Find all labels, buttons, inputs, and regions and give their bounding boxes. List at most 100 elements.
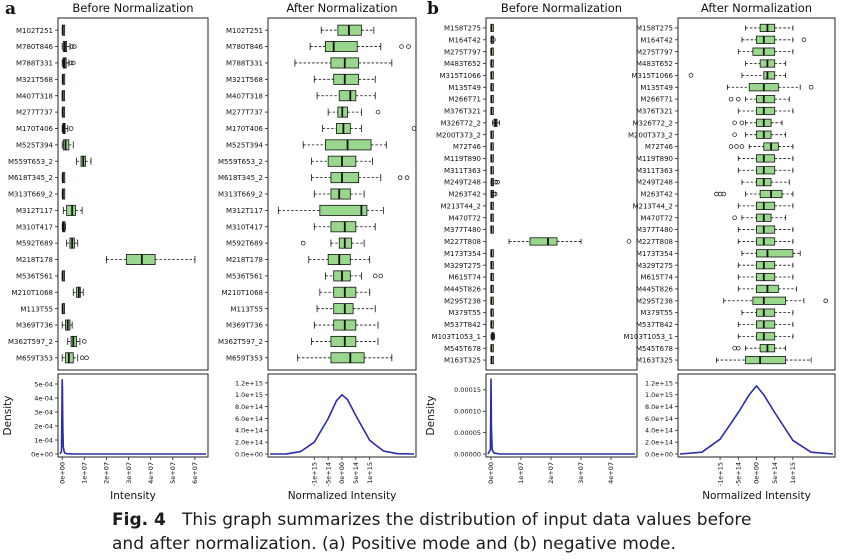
y-tick-label: M483T652 [444, 60, 481, 68]
density-x-tick-label: 2e+07 [547, 462, 555, 484]
y-tick-label: M113T55 [20, 305, 53, 313]
box-iqr [756, 237, 776, 246]
box-iqr [529, 237, 558, 246]
outlier-point [736, 345, 741, 351]
density-x-tick-label: 4e+07 [147, 462, 155, 484]
density-y-tick-label: 2e-04 [34, 422, 53, 430]
outlier-point [732, 120, 737, 126]
outlier-point [372, 273, 378, 279]
y-tick-label: M445T826 [444, 285, 482, 293]
box-M407T318: M407T318 [16, 90, 66, 102]
box-M536T561: M536T561 [226, 270, 384, 282]
y-tick-label: M249T248 [444, 179, 481, 187]
density-curve [679, 385, 834, 455]
box-M163T325: M163T325 [444, 355, 494, 365]
density-x-tick-label: 1e+15 [789, 462, 797, 484]
box-iqr [330, 221, 357, 233]
box-iqr [756, 201, 776, 210]
y-tick-label: M321T568 [226, 76, 263, 84]
box-iqr [756, 249, 794, 258]
density-y-tick-label: 3e-04 [34, 408, 53, 416]
density-frame [267, 373, 417, 458]
box-M618T345_2: M618T345_2 [218, 172, 410, 184]
y-tick-label: M407T318 [16, 92, 53, 100]
y-tick-label: M470T72 [640, 214, 673, 222]
outlier-point [84, 355, 89, 361]
y-tick-label: M559T653_2 [218, 158, 263, 166]
density-y-tick-label: 0.00015 [454, 386, 481, 394]
y-tick-label: M312T117 [226, 207, 263, 215]
density-y-tick-label: 8.0e+14 [235, 403, 263, 411]
boxplot-frame [485, 17, 638, 371]
outlier-point [375, 109, 381, 115]
density-x-tick-label: 1e+15 [366, 462, 374, 484]
box-M170T406: M170T406 [16, 122, 74, 134]
y-tick-label: M312T117 [16, 207, 53, 215]
outlier-point [728, 96, 734, 102]
box-M277T737: M277T737 [226, 106, 381, 118]
box-M362T597_2: M362T597_2 [218, 335, 379, 347]
box-M536T561: M536T561 [16, 270, 66, 282]
box-M164T42: M164T42 [640, 35, 807, 44]
density-y-tick-label: 0.0e+00 [645, 450, 673, 458]
density-x-tick-label: 3e+07 [577, 462, 585, 484]
box-M163T325: M163T325 [636, 355, 812, 365]
box-M119T890: M119T890 [636, 154, 794, 163]
y-tick-label: M227T808 [444, 238, 481, 246]
y-tick-label: M525T394 [16, 141, 54, 149]
y-tick-label: M369T736 [226, 322, 264, 330]
box-iqr [756, 95, 776, 104]
density-y-tick-label: 0.0e+00 [235, 450, 263, 458]
y-tick-label: M315T1066 [632, 72, 674, 80]
y-tick-label: M275T797 [444, 48, 481, 56]
outlier-point [736, 96, 741, 102]
panel-title: Before Normalization [72, 1, 193, 15]
y-tick-label: M311T363 [636, 167, 673, 175]
density-y-tick-label: 2.0e+14 [645, 439, 673, 447]
box-M170T406: M170T406 [226, 122, 417, 134]
box-M315T1066: M315T1066 [440, 71, 494, 80]
panel-4: After Normalization M158T275 M164T42 M275T7… [624, 1, 836, 502]
box-iqr [756, 332, 776, 341]
outlier-point [397, 175, 403, 180]
y-tick-label: M311T363 [444, 167, 481, 175]
y-tick-label: M376T321 [444, 108, 481, 116]
box-M369T736: M369T736 [16, 319, 73, 331]
box-M321T568: M321T568 [226, 73, 376, 85]
caption-line-1: Fig. 4 This graph summarizes the distrib… [112, 508, 842, 532]
y-tick-label: M483T652 [636, 60, 673, 68]
density-xlabel: Normalized Intensity [288, 490, 397, 502]
panel-title: Before Normalization [501, 1, 622, 15]
y-tick-label: M407T318 [226, 92, 263, 100]
box-M102T251: M102T251 [16, 24, 66, 36]
figure-canvas: a Before Normalization M102T251 M780T846 M78… [2, 0, 836, 502]
box-iqr [756, 154, 776, 163]
y-tick-label: M362T597_2 [218, 338, 263, 346]
density-y-tick-label: 5e-04 [34, 380, 53, 388]
y-tick-label: M103T1053_1 [432, 333, 481, 341]
box-M362T597_2: M362T597_2 [8, 335, 87, 347]
y-tick-label: M158T275 [444, 25, 481, 33]
box-M227T808: M227T808 [444, 237, 632, 246]
density-y-tick-label: 8.0e+14 [645, 403, 673, 411]
y-tick-label: M310T417 [16, 223, 53, 231]
box-M788T331: M788T331 [226, 57, 393, 69]
y-tick-label: M592T689 [226, 240, 263, 248]
y-tick-label: M376T321 [636, 108, 673, 116]
density-y-tick-label: 0e+00 [31, 450, 53, 458]
box-M158T275: M158T275 [636, 23, 794, 33]
outlier-point [69, 44, 75, 49]
y-tick-label: M315T1066 [440, 72, 482, 80]
figure-caption: Fig. 4 This graph summarizes the distrib… [112, 508, 842, 556]
box-M445T826: M445T826 [444, 284, 494, 293]
box-M445T826: M445T826 [636, 284, 797, 293]
y-tick-label: M559T653_2 [8, 158, 53, 166]
y-tick-label: M313T669_2 [218, 191, 263, 199]
box-M321T568: M321T568 [16, 73, 66, 85]
outlier-point [68, 126, 74, 131]
y-tick-label: M537T842 [444, 321, 481, 329]
y-tick-label: M210T1068 [222, 289, 264, 297]
y-tick-label: M210T1068 [12, 289, 54, 297]
y-tick-label: M163T325 [636, 357, 673, 365]
density-y-tick-label: 1.2e+15 [235, 379, 263, 387]
